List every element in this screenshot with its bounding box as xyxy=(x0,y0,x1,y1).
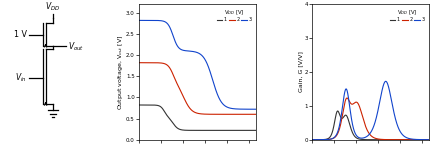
Text: 1 V: 1 V xyxy=(14,30,27,39)
Text: $V_{out}$: $V_{out}$ xyxy=(68,40,84,53)
Text: $V_{DD}$: $V_{DD}$ xyxy=(45,1,61,13)
Text: $V_{in}$: $V_{in}$ xyxy=(16,72,27,84)
Y-axis label: Gain, G [V/V]: Gain, G [V/V] xyxy=(298,52,303,92)
Y-axis label: Output voltage, V$_{out}$ [V]: Output voltage, V$_{out}$ [V] xyxy=(116,34,125,110)
Legend: 1, 2, 3: 1, 2, 3 xyxy=(388,7,426,24)
Legend: 1, 2, 3: 1, 2, 3 xyxy=(215,7,253,24)
